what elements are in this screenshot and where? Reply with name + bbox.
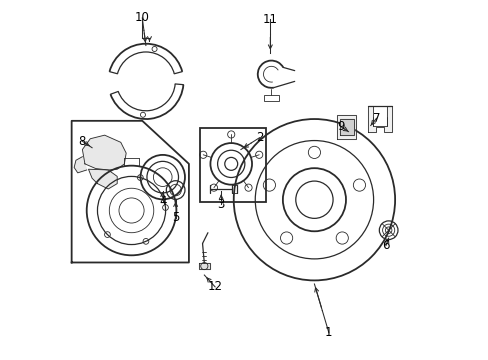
Text: 10: 10 — [135, 12, 149, 24]
Polygon shape — [82, 135, 126, 170]
Text: 7: 7 — [372, 112, 380, 125]
Text: 12: 12 — [207, 280, 222, 293]
Bar — [199, 128, 265, 202]
Polygon shape — [336, 116, 355, 139]
Text: 11: 11 — [262, 13, 277, 26]
Polygon shape — [339, 119, 353, 135]
Bar — [264, 95, 278, 101]
Text: 6: 6 — [382, 239, 389, 252]
Text: 8: 8 — [79, 135, 86, 148]
Text: 1: 1 — [325, 326, 332, 339]
Text: 4: 4 — [159, 195, 166, 208]
Polygon shape — [74, 157, 86, 173]
Text: 5: 5 — [172, 211, 179, 224]
Text: 3: 3 — [217, 198, 224, 211]
Polygon shape — [367, 107, 391, 132]
Polygon shape — [88, 169, 117, 189]
Text: 2: 2 — [255, 131, 263, 144]
Text: 9: 9 — [337, 121, 345, 134]
Polygon shape — [199, 263, 209, 269]
